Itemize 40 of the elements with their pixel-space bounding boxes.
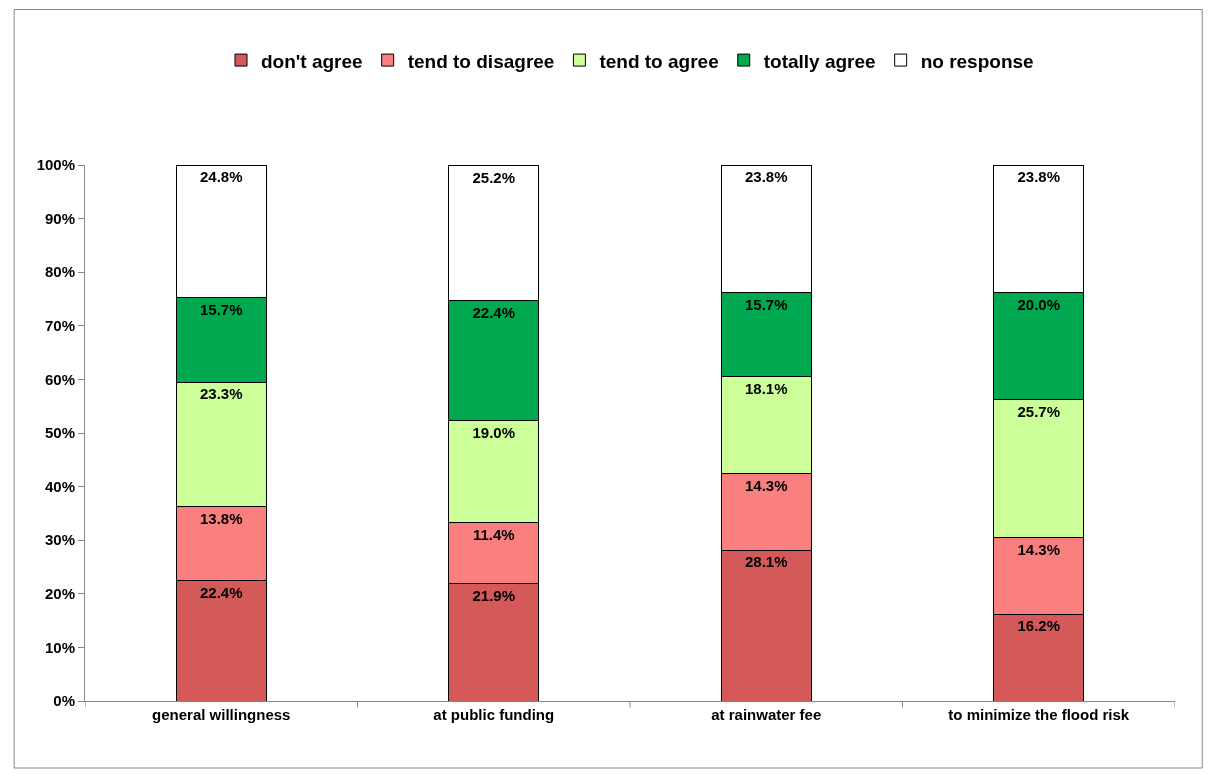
- x-tick-label: at rainwater fee: [711, 706, 822, 723]
- legend-label: no response: [920, 50, 1034, 72]
- data-label: 15.7%: [199, 300, 243, 318]
- y-tick-label: 90%: [44, 209, 75, 227]
- y-tick-label: 80%: [44, 263, 75, 281]
- data-label: 18.1%: [744, 379, 788, 397]
- data-label: 21.9%: [472, 586, 516, 604]
- data-label: 11.4%: [472, 525, 515, 543]
- legend-label: don't agree: [261, 50, 363, 72]
- y-tick-label: 40%: [44, 477, 75, 495]
- legend-label: tend to agree: [599, 50, 719, 72]
- y-tick-label: 100%: [36, 156, 75, 174]
- data-label: 22.4%: [472, 303, 516, 321]
- data-label: 20.0%: [1017, 295, 1061, 313]
- data-label: 16.2%: [1017, 617, 1061, 635]
- data-label: 24.8%: [199, 168, 243, 185]
- x-tick-label: at public funding: [433, 706, 555, 723]
- legend-label: totally agree: [763, 50, 876, 72]
- y-tick-label: 10%: [44, 638, 75, 656]
- x-tick-label: general willingness: [152, 706, 291, 723]
- data-label: 28.1%: [744, 553, 788, 571]
- data-label: 15.7%: [744, 295, 788, 313]
- data-label: 13.8%: [199, 509, 243, 527]
- data-label: 25.7%: [1017, 402, 1061, 420]
- y-tick-label: 20%: [44, 585, 75, 603]
- x-tick-label: to minimize the flood risk: [948, 706, 1130, 723]
- data-label: 23.3%: [199, 385, 243, 403]
- y-tick-label: 50%: [44, 424, 75, 442]
- y-tick-label: 70%: [44, 317, 75, 335]
- y-tick-label: 0%: [53, 692, 75, 710]
- data-label: 19.0%: [472, 423, 516, 441]
- data-label: 14.3%: [744, 476, 788, 494]
- y-tick-label: 30%: [44, 531, 75, 549]
- data-label: 25.2%: [472, 168, 516, 186]
- y-tick-label: 60%: [44, 370, 75, 388]
- data-label: 22.4%: [199, 583, 243, 601]
- legend-label: tend to disagree: [407, 50, 555, 72]
- data-label: 23.8%: [744, 168, 788, 185]
- data-label: 14.3%: [1017, 540, 1061, 558]
- data-label: 23.8%: [1017, 168, 1061, 185]
